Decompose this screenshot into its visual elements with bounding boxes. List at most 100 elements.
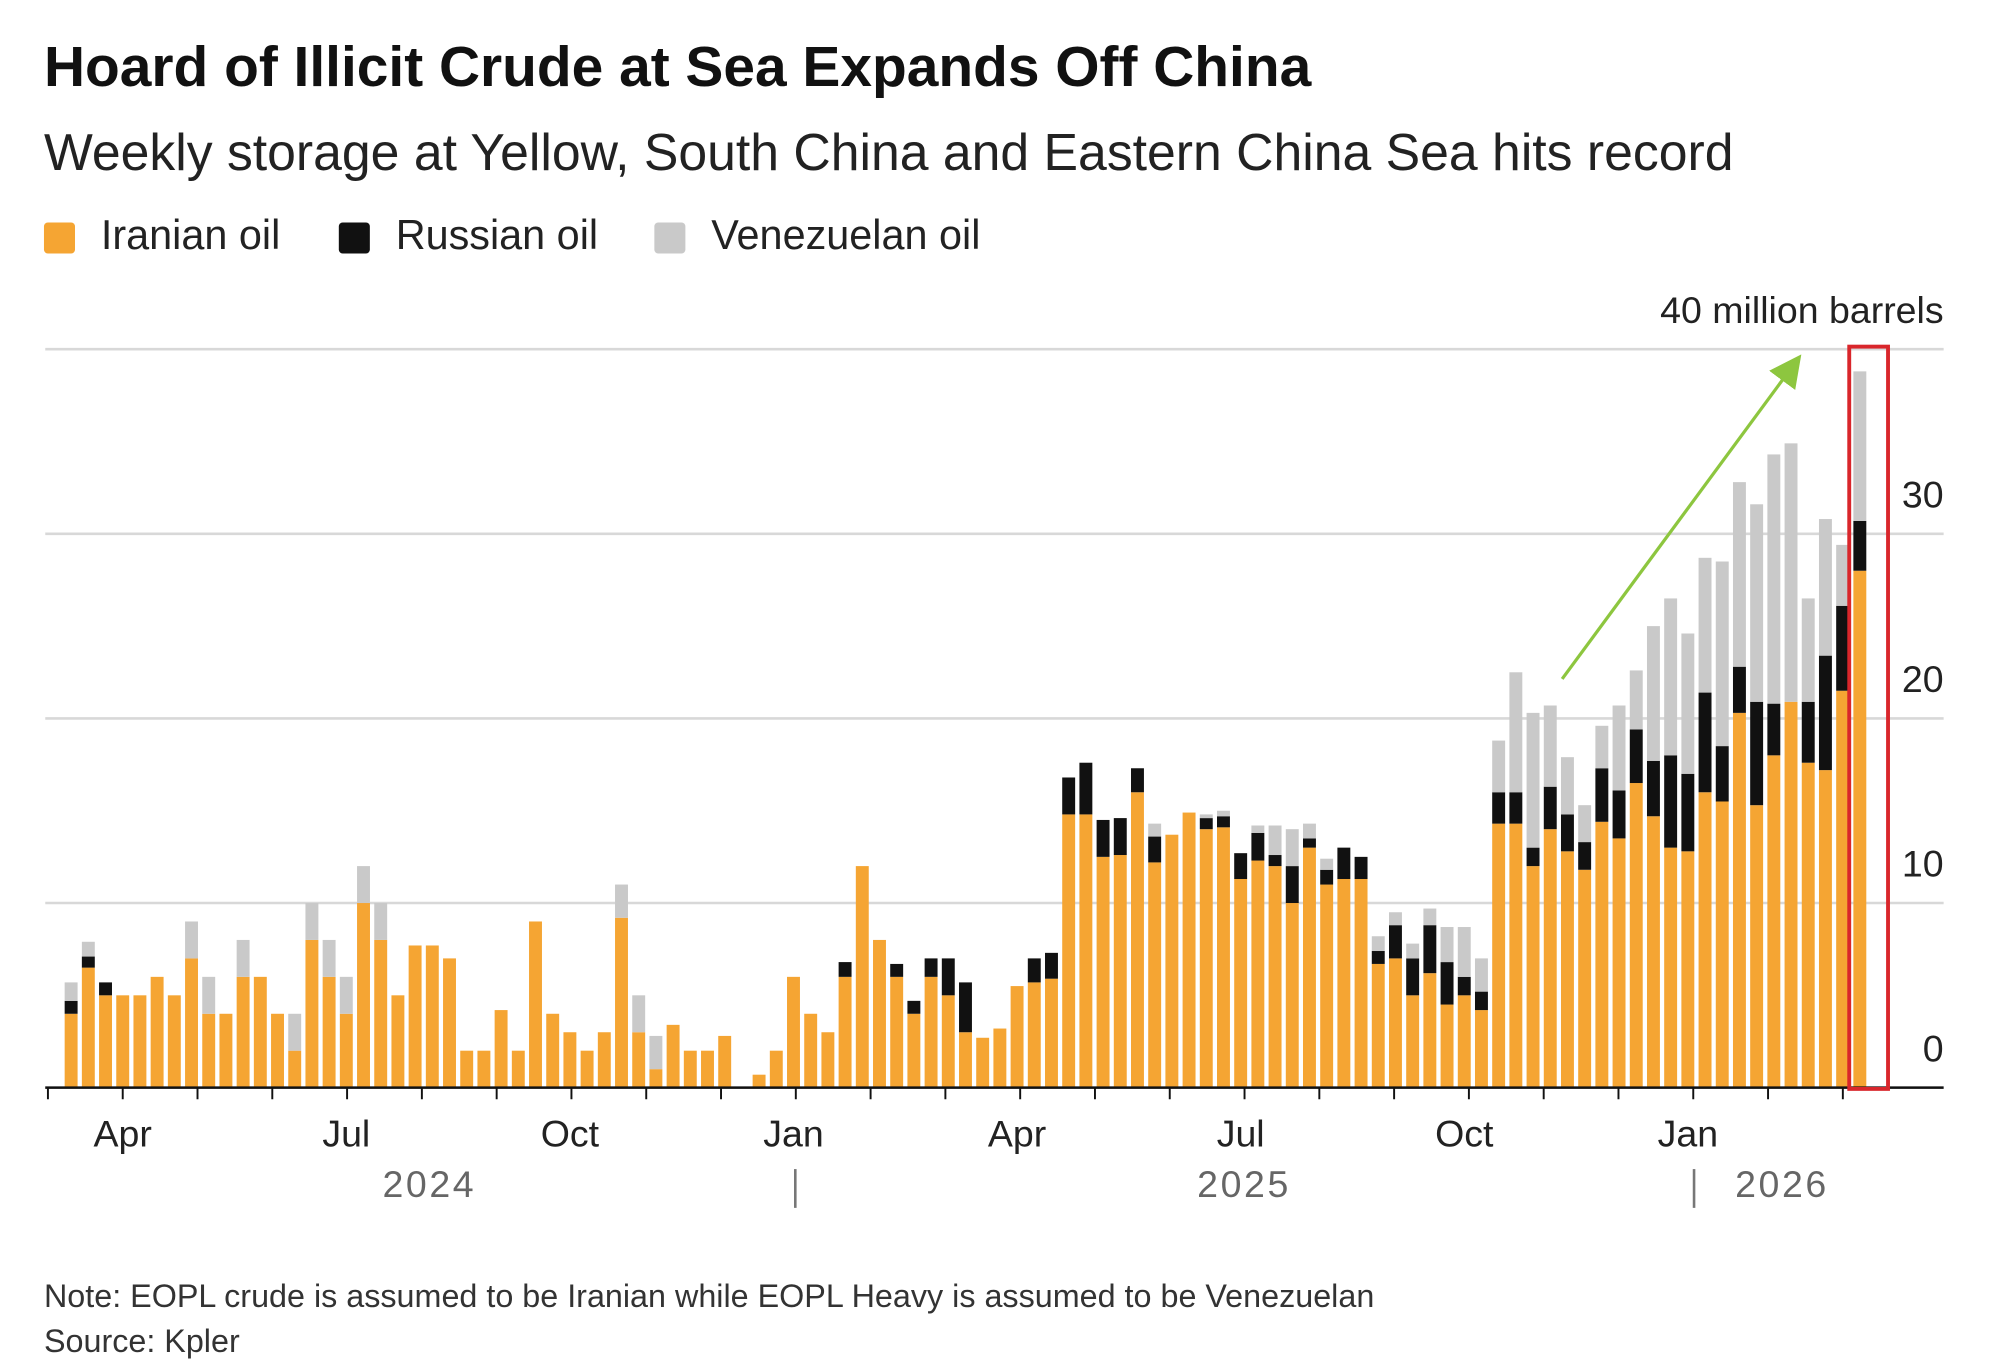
bar-segment bbox=[1010, 986, 1024, 1088]
bar-segment bbox=[322, 939, 336, 977]
note: Note: EOPL crude is assumed to be Irania… bbox=[44, 1278, 1374, 1314]
bar-segment bbox=[1337, 847, 1351, 880]
bar-segment bbox=[890, 963, 904, 977]
bar-segment bbox=[477, 1050, 491, 1088]
bar-segment bbox=[339, 976, 353, 1014]
bar-segment bbox=[1612, 838, 1626, 1088]
bar-segment bbox=[1836, 605, 1850, 691]
bar-segment bbox=[1767, 755, 1781, 1088]
bar-segment bbox=[1199, 814, 1213, 819]
bar-segment bbox=[1423, 925, 1437, 974]
bar-segment bbox=[941, 995, 955, 1088]
bar-segment bbox=[1784, 701, 1798, 1088]
bar-segment bbox=[1664, 598, 1678, 756]
bar-segment bbox=[1715, 561, 1729, 747]
bar-segment bbox=[288, 1050, 302, 1088]
bar-segment bbox=[615, 917, 628, 1088]
bar-segment bbox=[1423, 973, 1437, 1088]
bar-segment bbox=[890, 976, 904, 1088]
bar-segment bbox=[81, 941, 95, 957]
bar-segment bbox=[1320, 869, 1334, 885]
bar-segment bbox=[1836, 690, 1850, 1088]
bar-segment bbox=[64, 1000, 78, 1014]
bar-segment bbox=[1801, 598, 1815, 702]
bar-segment bbox=[1234, 879, 1248, 1088]
bar-segment bbox=[1595, 725, 1609, 769]
bar-segment bbox=[1526, 847, 1540, 867]
bar-segment bbox=[1268, 866, 1282, 1088]
bar-segment bbox=[202, 1013, 216, 1088]
bar-segment bbox=[1732, 666, 1746, 713]
bar-segment bbox=[1612, 705, 1626, 791]
bar-segment bbox=[511, 1050, 525, 1088]
bar-segment bbox=[1027, 958, 1041, 983]
bar-segment bbox=[1079, 762, 1093, 815]
bar-segment bbox=[1406, 958, 1420, 996]
bar-segment bbox=[1062, 814, 1076, 1088]
bar-segment bbox=[1629, 783, 1643, 1088]
bar-segment bbox=[1784, 443, 1798, 702]
legend-label: Venezuelan oil bbox=[711, 212, 980, 258]
bar-segment bbox=[219, 1013, 233, 1088]
bar-segment bbox=[1165, 834, 1179, 1088]
bar-segment bbox=[563, 1032, 577, 1088]
bar-segment bbox=[1629, 729, 1643, 784]
bar-segment bbox=[615, 884, 628, 918]
bar-segment bbox=[580, 1050, 594, 1088]
bar-segment bbox=[236, 976, 250, 1088]
bar-segment bbox=[546, 1013, 560, 1088]
bar-segment bbox=[632, 995, 646, 1033]
bar-segment bbox=[976, 1037, 990, 1088]
bar-segment bbox=[1629, 670, 1643, 730]
year-label: 2025 bbox=[1197, 1163, 1291, 1205]
bar-segment bbox=[1578, 842, 1592, 870]
bar-segment bbox=[202, 976, 216, 1014]
bar-segment bbox=[1302, 823, 1316, 839]
bar-segment bbox=[1509, 823, 1523, 1088]
x-tick-label: Jan bbox=[1658, 1113, 1718, 1155]
bar-segment bbox=[649, 1035, 663, 1070]
bar-segment bbox=[1113, 818, 1127, 856]
bar-segment bbox=[1199, 829, 1213, 1088]
bars bbox=[64, 371, 1867, 1088]
bar-segment bbox=[81, 956, 95, 968]
bar-segment bbox=[1388, 958, 1402, 1088]
bar-segment bbox=[1543, 705, 1557, 787]
bar-segment bbox=[683, 1050, 697, 1088]
bar-segment bbox=[1148, 823, 1162, 837]
bar-segment bbox=[1285, 829, 1299, 867]
bar-segment bbox=[1302, 838, 1316, 848]
bar-segment bbox=[1354, 856, 1368, 880]
bar-segment bbox=[1560, 851, 1574, 1088]
bar-segment bbox=[1492, 740, 1506, 793]
bar-segment bbox=[959, 1032, 972, 1088]
bar-segment bbox=[1715, 746, 1729, 802]
bar-segment bbox=[873, 939, 886, 1088]
x-tick-label: Jan bbox=[763, 1113, 823, 1155]
bar-segment bbox=[1853, 371, 1867, 521]
bar-segment bbox=[649, 1069, 663, 1088]
bar-segment bbox=[1217, 816, 1230, 828]
bar-segment bbox=[701, 1050, 714, 1088]
bar-segment bbox=[1664, 847, 1678, 1088]
legend-label: Russian oil bbox=[396, 212, 598, 258]
bar-segment bbox=[1681, 773, 1695, 852]
bar-segment bbox=[1423, 908, 1437, 926]
bar-segment bbox=[1492, 823, 1506, 1088]
bar-segment bbox=[305, 903, 319, 940]
x-tick-label: Jul bbox=[322, 1113, 370, 1155]
source: Source: Kpler bbox=[44, 1323, 240, 1359]
bar-segment bbox=[1251, 832, 1265, 861]
bar-segment bbox=[1320, 858, 1334, 870]
bar-segment bbox=[185, 921, 198, 959]
bar-segment bbox=[941, 958, 955, 996]
bar-segment bbox=[1113, 855, 1127, 1088]
x-tick-label: Jul bbox=[1217, 1113, 1265, 1155]
bar-segment bbox=[1337, 879, 1351, 1088]
bar-segment bbox=[1182, 812, 1196, 1088]
bar-segment bbox=[288, 1013, 302, 1051]
bar-segment bbox=[64, 1013, 78, 1088]
bar-segment bbox=[1354, 879, 1368, 1088]
bar-segment bbox=[1509, 672, 1523, 793]
